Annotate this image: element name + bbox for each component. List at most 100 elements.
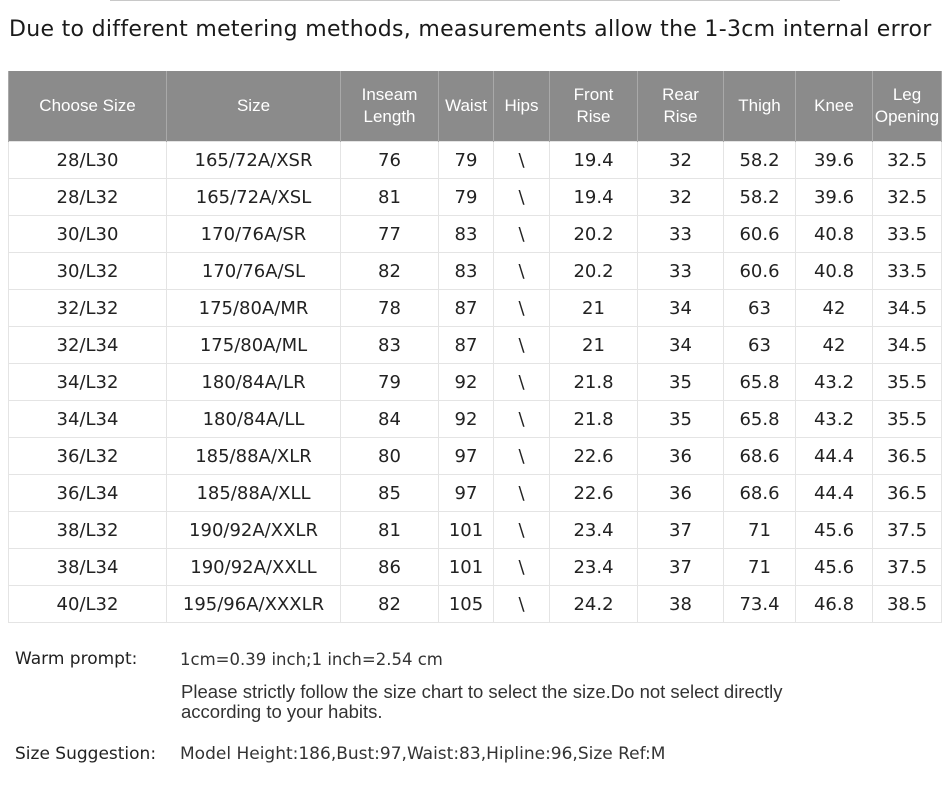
cell-waist: 105 <box>438 585 494 623</box>
cell-leg-opening: 32.5 <box>872 141 942 179</box>
cell-choose-size: 38/L32 <box>8 511 167 549</box>
cell-inseam-length: 79 <box>340 363 439 401</box>
cell-leg-opening: 36.5 <box>872 437 942 475</box>
table-row: 30/L30 170/76A/SR 77 83 \ 20.2 33 60.6 40.8 33.5 <box>8 215 942 253</box>
cell-size: 180/84A/LR <box>166 363 341 401</box>
cell-size: 165/72A/XSL <box>166 178 341 216</box>
header-choose-size: Choose Size <box>8 71 167 142</box>
cell-hips: \ <box>493 474 550 512</box>
cell-rear-rise: 33 <box>637 215 724 253</box>
cell-inseam-length: 76 <box>340 141 439 179</box>
header-hips: Hips <box>493 71 550 142</box>
cell-knee: 43.2 <box>795 400 873 438</box>
cell-leg-opening: 32.5 <box>872 178 942 216</box>
header-knee: Knee <box>795 71 873 142</box>
cell-knee: 39.6 <box>795 178 873 216</box>
cell-waist: 92 <box>438 363 494 401</box>
header-front-rise: Front Rise <box>549 71 638 142</box>
cell-waist: 87 <box>438 289 494 327</box>
cell-inseam-length: 86 <box>340 548 439 586</box>
cell-leg-opening: 38.5 <box>872 585 942 623</box>
cell-waist: 83 <box>438 215 494 253</box>
cell-rear-rise: 32 <box>637 141 724 179</box>
header-size: Size <box>166 71 341 142</box>
header-leg-opening: Leg Opening <box>872 71 942 142</box>
cell-front-rise: 20.2 <box>549 252 638 290</box>
cell-leg-opening: 36.5 <box>872 474 942 512</box>
cell-leg-opening: 37.5 <box>872 511 942 549</box>
cell-hips: \ <box>493 363 550 401</box>
measurement-notice: Due to different metering methods, measu… <box>9 17 932 42</box>
cell-thigh: 63 <box>723 326 796 364</box>
header-waist: Waist <box>438 71 494 142</box>
cell-choose-size: 36/L34 <box>8 474 167 512</box>
cell-front-rise: 22.6 <box>549 474 638 512</box>
cell-front-rise: 23.4 <box>549 511 638 549</box>
cell-front-rise: 21.8 <box>549 363 638 401</box>
size-chart-table: Choose Size Size Inseam Length Waist Hips Fron… <box>8 71 942 623</box>
cell-choose-size: 30/L30 <box>8 215 167 253</box>
cell-size: 185/88A/XLL <box>166 474 341 512</box>
cell-hips: \ <box>493 511 550 549</box>
cell-size: 190/92A/XXLR <box>166 511 341 549</box>
cell-size: 175/80A/ML <box>166 326 341 364</box>
cell-size: 170/76A/SL <box>166 252 341 290</box>
cell-rear-rise: 36 <box>637 437 724 475</box>
header-thigh: Thigh <box>723 71 796 142</box>
cell-hips: \ <box>493 141 550 179</box>
cell-choose-size: 38/L34 <box>8 548 167 586</box>
cell-thigh: 68.6 <box>723 474 796 512</box>
cell-thigh: 65.8 <box>723 363 796 401</box>
cell-leg-opening: 33.5 <box>872 215 942 253</box>
cell-waist: 101 <box>438 511 494 549</box>
cell-thigh: 60.6 <box>723 252 796 290</box>
unit-conversion-text: 1cm=0.39 inch;1 inch=2.54 cm <box>180 650 443 669</box>
instruction-line-2: according to your habits. <box>181 701 383 722</box>
cell-rear-rise: 32 <box>637 178 724 216</box>
cell-front-rise: 19.4 <box>549 141 638 179</box>
cell-size: 195/96A/XXXLR <box>166 585 341 623</box>
cell-knee: 45.6 <box>795 511 873 549</box>
cell-front-rise: 20.2 <box>549 215 638 253</box>
cell-thigh: 58.2 <box>723 141 796 179</box>
header-label: Waist <box>445 96 487 115</box>
header-label: Choose Size <box>39 96 136 115</box>
cell-hips: \ <box>493 548 550 586</box>
header-label: Length <box>363 107 416 126</box>
cell-inseam-length: 81 <box>340 511 439 549</box>
cell-thigh: 58.2 <box>723 178 796 216</box>
cell-rear-rise: 34 <box>637 289 724 327</box>
cell-rear-rise: 33 <box>637 252 724 290</box>
cell-thigh: 73.4 <box>723 585 796 623</box>
cell-rear-rise: 35 <box>637 400 724 438</box>
cell-leg-opening: 34.5 <box>872 326 942 364</box>
table-row: 32/L32 175/80A/MR 78 87 \ 21 34 63 42 34.5 <box>8 289 942 327</box>
cell-hips: \ <box>493 585 550 623</box>
cell-inseam-length: 83 <box>340 326 439 364</box>
table-row: 32/L34 175/80A/ML 83 87 \ 21 34 63 42 34.5 <box>8 326 942 364</box>
cell-front-rise: 19.4 <box>549 178 638 216</box>
cell-choose-size: 30/L32 <box>8 252 167 290</box>
cell-rear-rise: 34 <box>637 326 724 364</box>
header-label: Inseam <box>361 85 418 104</box>
cell-choose-size: 28/L30 <box>8 141 167 179</box>
cell-thigh: 71 <box>723 511 796 549</box>
cell-choose-size: 34/L34 <box>8 400 167 438</box>
table-row: 36/L32 185/88A/XLR 80 97 \ 22.6 36 68.6 44.4 36.5 <box>8 437 942 475</box>
header-label: Knee <box>814 96 854 115</box>
table-row: 36/L34 185/88A/XLL 85 97 \ 22.6 36 68.6 44.4 36.5 <box>8 474 942 512</box>
table-row: 38/L32 190/92A/XXLR 81 101 \ 23.4 37 71 45.6 37.5 <box>8 511 942 549</box>
size-suggestion-label: Size Suggestion: <box>15 744 157 764</box>
cell-front-rise: 23.4 <box>549 548 638 586</box>
cell-knee: 44.4 <box>795 437 873 475</box>
cell-inseam-length: 81 <box>340 178 439 216</box>
cell-rear-rise: 35 <box>637 363 724 401</box>
cell-waist: 79 <box>438 141 494 179</box>
header-label: Thigh <box>738 96 781 115</box>
cell-hips: \ <box>493 326 550 364</box>
cell-hips: \ <box>493 289 550 327</box>
cell-waist: 83 <box>438 252 494 290</box>
cell-hips: \ <box>493 178 550 216</box>
cell-size: 190/92A/XXLL <box>166 548 341 586</box>
cell-leg-opening: 33.5 <box>872 252 942 290</box>
